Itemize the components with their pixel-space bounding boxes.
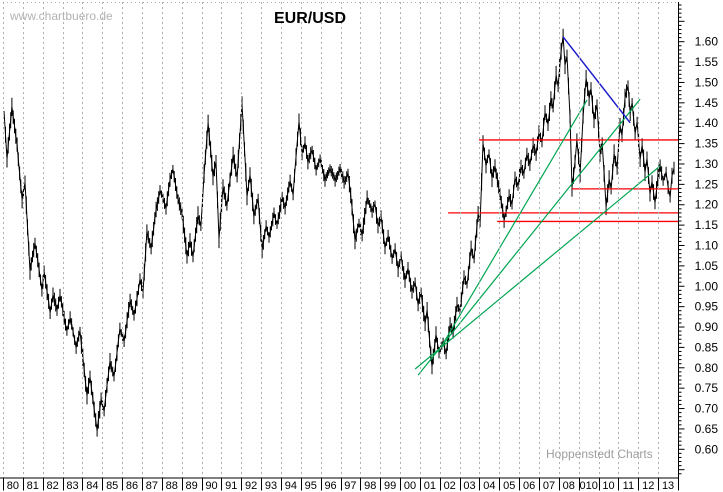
year-tick-label: 88 xyxy=(166,480,178,492)
price-line xyxy=(3,36,675,431)
year-axis: 80 81 82 83 84 85 86 87 88 89 90 91 92 93 94 95 96 97 98 99… xyxy=(3,477,679,492)
year-tick-label: 80 xyxy=(7,480,19,492)
price-tick-label: 0.95 xyxy=(695,300,719,314)
year-tick-label: 84 xyxy=(86,480,98,492)
year-tick-label: 10 xyxy=(602,480,614,492)
price-tick-label: 1.35 xyxy=(695,137,719,151)
price-tick-label: 0.90 xyxy=(695,320,719,334)
year-tick-label: 010 xyxy=(579,480,597,492)
price-tick-label: 0.65 xyxy=(695,422,719,436)
price-tick-label: 1.45 xyxy=(695,96,719,110)
price-tick-label: 0.60 xyxy=(695,442,719,456)
year-tick-label: 00 xyxy=(404,480,416,492)
year-tick-label: 90 xyxy=(205,480,217,492)
price-tick-label: 1.60 xyxy=(695,35,719,49)
price-tick-label: 0.80 xyxy=(695,361,719,375)
year-tick-label: 91 xyxy=(225,480,237,492)
chart-credit: Hoppenstedt Charts xyxy=(546,447,653,461)
grid-lines xyxy=(3,2,678,478)
year-tick-label: 83 xyxy=(66,480,78,492)
year-tick-label: 07 xyxy=(543,480,555,492)
year-tick-label: 95 xyxy=(305,480,317,492)
year-tick-label: 86 xyxy=(126,480,138,492)
price-tick-label: 1.40 xyxy=(695,116,719,130)
year-tick-label: 13 xyxy=(662,480,674,492)
price-tick-label: 1.20 xyxy=(695,198,719,212)
price-tick-label: 1.30 xyxy=(695,157,719,171)
year-tick-label: 97 xyxy=(344,480,356,492)
year-tick-label: 96 xyxy=(324,480,336,492)
chart-title: EUR/USD xyxy=(273,10,346,27)
year-tick-label: 81 xyxy=(27,480,39,492)
year-tick-label: 04 xyxy=(483,480,495,492)
year-tick-label: 89 xyxy=(185,480,197,492)
year-tick-label: 01 xyxy=(424,480,436,492)
chart-watermark: www.chartbuero.de xyxy=(10,9,113,23)
price-tick-label: 1.10 xyxy=(695,239,719,253)
price-tick-label: 1.05 xyxy=(695,259,719,273)
year-tick-label: 12 xyxy=(642,480,654,492)
price-tick-label: 1.55 xyxy=(695,55,719,69)
price-tick-label: 0.85 xyxy=(695,340,719,354)
year-tick-label: 11 xyxy=(623,480,634,492)
year-tick-label: 99 xyxy=(384,480,396,492)
year-tick-label: 87 xyxy=(146,480,158,492)
downtrend-2008 xyxy=(562,36,631,124)
year-tick-label: 98 xyxy=(364,480,376,492)
year-tick-label: 06 xyxy=(523,480,535,492)
price-tick-label: 1.50 xyxy=(695,75,719,89)
fan-line-steep xyxy=(437,99,588,353)
year-tick-label: 94 xyxy=(285,480,297,492)
horizontal-levels xyxy=(448,139,678,223)
year-tick-label: 82 xyxy=(47,480,59,492)
plot-area xyxy=(3,28,678,437)
year-tick-label: 05 xyxy=(503,480,515,492)
year-tick-label: 85 xyxy=(106,480,118,492)
price-tick-label: 1.00 xyxy=(695,279,719,293)
year-tick-label: 93 xyxy=(265,480,277,492)
price-tick-label: 0.70 xyxy=(695,402,719,416)
price-tick-label: 1.15 xyxy=(695,218,719,232)
year-tick-label: 03 xyxy=(463,480,475,492)
price-axis: 1.60 1.55 1.50 1.45 1.40 1.35 1.30 1.25 1.20 1.15… xyxy=(0,2,719,479)
year-tick-label: 02 xyxy=(444,480,456,492)
year-tick-label: 08 xyxy=(563,480,575,492)
fan-line-middle xyxy=(417,98,641,376)
price-tick-label: 1.25 xyxy=(695,177,719,191)
fan-line-shallow xyxy=(414,165,661,370)
price-tick-label: 0.75 xyxy=(695,381,719,395)
year-tick-label: 92 xyxy=(245,480,257,492)
price-bars xyxy=(5,28,675,437)
